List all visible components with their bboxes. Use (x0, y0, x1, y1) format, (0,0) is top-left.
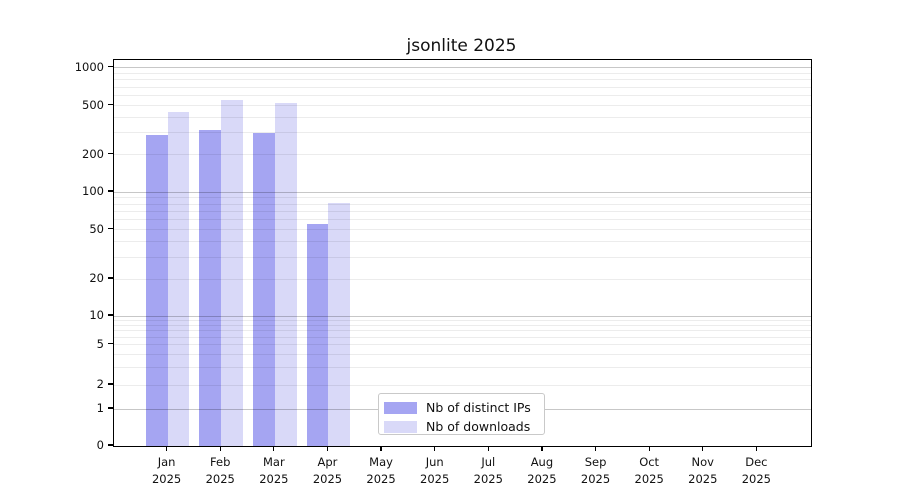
gridline-minor (114, 219, 811, 221)
gridline-major (114, 191, 811, 193)
y-tick-label: 200 (82, 146, 104, 161)
x-tick-label: Jul 2025 (473, 455, 503, 486)
bar-distinct-ips (253, 132, 275, 446)
gridline-major (114, 67, 811, 68)
gridline-minor (114, 319, 811, 321)
plot-area (113, 59, 812, 447)
legend-label-downloads: Nb of downloads (426, 419, 531, 434)
x-tick-label: Mar 2025 (259, 455, 289, 486)
bar-distinct-ips (145, 134, 168, 446)
bar-distinct-ips (199, 130, 222, 446)
gridline-minor (114, 324, 811, 326)
x-tick-label: Sep 2025 (580, 455, 611, 486)
y-axis-tick (108, 277, 113, 279)
x-axis-tick (219, 446, 221, 451)
gridline-minor (114, 278, 811, 280)
gridline-major (114, 315, 811, 317)
y-axis-tick (108, 383, 113, 385)
gridline-minor (114, 210, 811, 212)
y-axis-tick (108, 227, 113, 230)
x-tick-label: Feb 2025 (205, 455, 235, 486)
x-axis-tick (702, 446, 704, 451)
gridline-minor (114, 86, 811, 88)
y-tick-label: 500 (82, 97, 104, 112)
legend-swatch-downloads-icon (384, 420, 417, 433)
gridline-minor (114, 116, 811, 118)
legend-item-distinct-ips: Nb of distinct IPs (384, 398, 544, 417)
y-tick-label: 50 (89, 221, 104, 236)
bar-downloads (167, 112, 190, 446)
gridline-minor (114, 197, 811, 199)
gridline-minor (114, 105, 811, 106)
x-axis-tick (755, 446, 757, 451)
y-axis-tick (108, 407, 113, 409)
gridline-minor (114, 72, 811, 74)
y-axis-tick (108, 444, 113, 446)
x-axis-tick (380, 446, 382, 451)
x-tick-label: Jun 2025 (420, 455, 450, 486)
x-axis-tick (166, 446, 168, 451)
x-tick-label: Jan 2025 (151, 455, 182, 486)
x-tick-label: Dec 2025 (741, 455, 772, 486)
y-axis-tick (108, 314, 113, 316)
x-axis-tick (326, 446, 329, 451)
y-axis-tick (108, 65, 113, 68)
x-axis-tick (434, 446, 436, 451)
bar-distinct-ips (306, 224, 329, 446)
y-axis-tick (108, 190, 113, 192)
legend-label-distinct-ips: Nb of distinct IPs (426, 400, 531, 415)
y-tick-label: 20 (89, 271, 104, 285)
bar-downloads (274, 103, 297, 446)
bar-downloads (328, 203, 351, 446)
gridline-minor (114, 344, 811, 345)
gridline-minor (114, 353, 811, 355)
gridline-minor (114, 203, 811, 205)
legend: Nb of distinct IPs Nb of downloads (378, 393, 545, 435)
y-tick-label: 1 (96, 401, 104, 415)
x-tick-label: Nov 2025 (688, 455, 718, 486)
x-tick-label: Apr 2025 (312, 455, 343, 486)
chart-title: jsonlite 2025 (406, 36, 517, 56)
gridline-minor (114, 384, 811, 386)
gridline-minor (114, 336, 811, 338)
x-axis-tick (487, 446, 489, 451)
legend-swatch-distinct-ips-icon (384, 401, 417, 414)
x-axis-tick (594, 446, 597, 451)
y-axis-tick (108, 103, 113, 106)
gridline-minor (114, 154, 811, 155)
gridline-minor (114, 132, 811, 134)
gridline-minor (114, 95, 811, 96)
x-axis-tick (273, 446, 275, 451)
y-tick-label: 10 (89, 308, 104, 322)
y-tick-label: 5 (96, 336, 104, 351)
y-axis-tick (108, 152, 113, 155)
x-axis-tick (541, 446, 543, 451)
y-tick-label: 0 (96, 438, 104, 452)
legend-item-downloads: Nb of downloads (384, 417, 544, 436)
gridline-minor (114, 366, 811, 368)
gridline-minor (114, 256, 811, 258)
gridline-minor (114, 330, 811, 332)
bar-downloads (221, 100, 244, 446)
gridline-minor (114, 241, 811, 243)
y-tick-label: 2 (96, 377, 104, 391)
y-tick-label: 100 (82, 184, 104, 198)
gridline-minor (114, 229, 811, 230)
gridline-minor (114, 79, 811, 81)
x-tick-label: Oct 2025 (634, 455, 664, 486)
y-axis-tick (108, 342, 113, 345)
x-tick-label: May 2025 (366, 455, 396, 486)
x-tick-label: Aug 2025 (527, 455, 557, 486)
y-tick-label: 1000 (74, 59, 104, 74)
x-axis-tick (648, 446, 650, 451)
